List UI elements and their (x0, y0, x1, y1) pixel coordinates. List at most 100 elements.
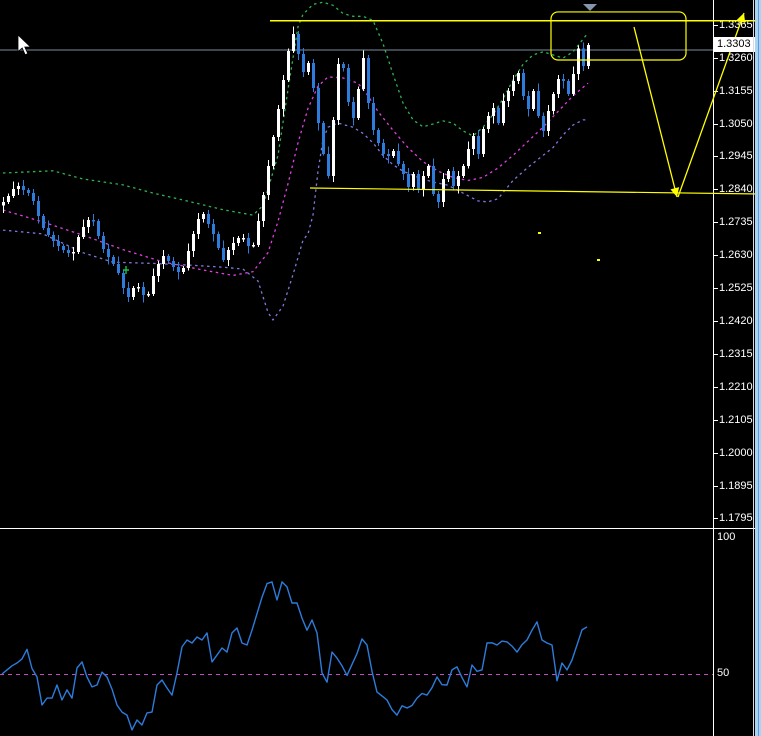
candle-body (502, 101, 505, 124)
candle-body (82, 227, 85, 238)
price-axis-label: 1.2525 (719, 282, 753, 294)
candle-body (567, 81, 570, 94)
candle-body (587, 44, 590, 66)
price-axis-tick (713, 518, 718, 519)
candle-body (537, 91, 540, 116)
candle-body (327, 153, 330, 177)
price-axis-label: 1.3050 (719, 118, 753, 130)
candle-body (77, 237, 80, 253)
candle-body (247, 237, 250, 246)
bollinger-lower-band (2, 119, 588, 322)
candle-body (7, 195, 10, 202)
candle-body (367, 58, 370, 103)
candle-body (387, 153, 390, 157)
price-axis-tick (713, 321, 718, 322)
candle-body (582, 48, 585, 66)
price-axis-tick (713, 453, 718, 454)
candle-body (492, 108, 495, 116)
candle-body (412, 173, 415, 188)
candle-body (397, 151, 400, 164)
candle-body (517, 72, 520, 82)
oscillator-line (1, 581, 588, 731)
price-axis-label: 1.2945 (719, 150, 753, 162)
candle-body (37, 200, 40, 217)
window-edge-strip (755, 0, 758, 736)
candle-body (237, 237, 240, 244)
price-axis-tick (713, 58, 718, 59)
candle-body (577, 48, 580, 75)
candle-body (2, 201, 5, 206)
candle-body (472, 135, 475, 150)
candle-body (12, 189, 15, 196)
mouse-cursor (17, 35, 32, 56)
candle-body (477, 135, 480, 154)
candle-body (377, 129, 380, 143)
candle-body (552, 93, 555, 112)
candle-body (47, 227, 50, 235)
candle-body (432, 166, 435, 195)
candle-body (167, 255, 170, 261)
candle-body (442, 178, 445, 202)
candle-body (312, 63, 315, 88)
candle-body (62, 245, 65, 250)
candle-body (532, 91, 535, 109)
candle-body (67, 249, 70, 254)
candle-body (542, 115, 545, 131)
candle-body (417, 173, 420, 190)
candle-body (157, 264, 160, 276)
candle-body (127, 287, 130, 298)
candle-body (102, 236, 105, 249)
candle-body (362, 58, 365, 89)
candle-body (207, 214, 210, 224)
candle-body (182, 268, 185, 272)
candle-body (307, 63, 310, 72)
price-axis-tick (713, 288, 718, 289)
price-axis-tick (713, 156, 718, 157)
oscillator-chart[interactable] (0, 529, 761, 736)
candle-body (427, 166, 430, 177)
candle-body (42, 216, 45, 228)
candle-body (267, 166, 270, 195)
candle-body (172, 260, 175, 267)
candle-body (262, 194, 265, 222)
candle-body (52, 234, 55, 242)
candle-body (317, 87, 320, 124)
candle-body (222, 248, 225, 260)
candle-body (487, 115, 490, 130)
candle-body (97, 221, 100, 237)
candle-body (257, 221, 260, 245)
price-axis-label: 1.2735 (719, 216, 753, 228)
candle-body (447, 171, 450, 179)
candle-body (57, 241, 60, 246)
price-axis-tick (713, 25, 718, 26)
candle-body (92, 220, 95, 222)
candle-body (272, 136, 275, 167)
candle-body (497, 108, 500, 124)
candle-body (162, 255, 165, 265)
candle-body (112, 257, 115, 265)
candle-body (17, 185, 20, 190)
candle-body (402, 163, 405, 174)
panel-splitter[interactable] (0, 528, 761, 529)
window-edge-line (758, 0, 759, 736)
candle-body (512, 81, 515, 92)
price-axis-label: 1.2630 (719, 249, 753, 261)
projection-arrow-up-head (736, 13, 746, 23)
candle-body (547, 111, 550, 131)
candle-body (32, 193, 35, 201)
candle-body (187, 250, 190, 269)
candle-body (197, 219, 200, 234)
candle-body (452, 171, 455, 186)
candle-body (407, 173, 410, 188)
candle-body (142, 286, 145, 296)
candle-body (347, 68, 350, 103)
price-axis-label: 1.2840 (719, 183, 753, 195)
candle-body (217, 233, 220, 249)
price-axis-tick (713, 486, 718, 487)
candle-body (72, 252, 75, 254)
candle-body (357, 88, 360, 119)
price-axis-label: 1.2210 (719, 381, 753, 393)
price-axis-tick (713, 387, 718, 388)
green-cross-marker (123, 266, 129, 274)
